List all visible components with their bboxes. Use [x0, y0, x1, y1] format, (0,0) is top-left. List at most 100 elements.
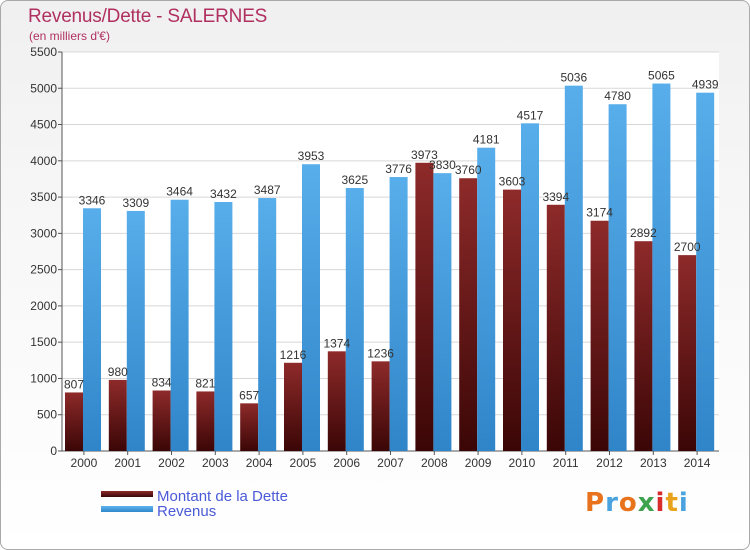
x-tick-label: 2010 — [509, 456, 536, 470]
y-tick-label: 1500 — [30, 335, 57, 349]
y-tick-label: 5500 — [30, 45, 57, 59]
data-label-debt: 3760 — [455, 163, 482, 177]
data-label-revenue: 5065 — [648, 69, 675, 83]
data-label-revenue: 3776 — [385, 162, 412, 176]
y-tick-label: 4000 — [30, 154, 57, 168]
data-label-debt: 834 — [152, 375, 172, 389]
bar-revenue — [214, 202, 233, 451]
data-label-revenue: 3625 — [341, 173, 368, 187]
data-label-revenue: 3432 — [210, 187, 237, 201]
data-label-debt: 1216 — [280, 348, 307, 362]
data-label-debt: 980 — [108, 365, 128, 379]
chart-title: Revenus/Dette - SALERNES — [28, 6, 268, 27]
data-label-debt: 3603 — [499, 175, 526, 189]
logo-letter: o — [618, 488, 638, 518]
y-tick-label: 1000 — [30, 371, 57, 385]
data-label-debt: 2700 — [674, 240, 701, 254]
bar-revenue — [258, 198, 277, 451]
legend-label-debt: Montant de la Dette — [157, 488, 288, 505]
data-label-debt: 657 — [239, 388, 259, 402]
data-label-revenue: 3953 — [298, 149, 325, 163]
logo-letter: r — [605, 488, 619, 518]
data-label-debt: 3973 — [411, 148, 438, 162]
bar-revenue — [433, 173, 452, 451]
bar-debt — [590, 220, 609, 451]
x-tick-label: 2009 — [465, 456, 492, 470]
bar-revenue — [608, 104, 627, 451]
data-label-revenue: 3464 — [166, 185, 193, 199]
y-tick-label: 3000 — [30, 226, 57, 240]
y-tick-label: 4500 — [30, 118, 57, 132]
bar-revenue — [652, 83, 671, 451]
data-label-revenue: 4181 — [473, 133, 500, 147]
data-label-debt: 3174 — [586, 206, 613, 220]
y-tick-label: 2000 — [30, 299, 57, 313]
data-label-debt: 2892 — [630, 226, 657, 240]
data-label-debt: 1236 — [367, 346, 394, 360]
bar-revenue — [521, 123, 539, 451]
bar-revenue — [477, 147, 496, 452]
bar-revenue — [126, 210, 145, 451]
legend-label-revenue: Revenus — [157, 503, 217, 520]
bar-debt — [108, 379, 127, 451]
data-label-debt: 3394 — [542, 190, 569, 204]
data-label-revenue: 4939 — [692, 78, 719, 92]
data-label-revenue: 4517 — [517, 108, 544, 122]
bar-debt — [546, 204, 565, 451]
logo-letter: P — [585, 488, 606, 518]
bar-debt — [503, 189, 521, 452]
bar-revenue — [302, 164, 320, 451]
bar-debt — [152, 390, 171, 451]
bar-debt — [634, 241, 653, 451]
y-tick-label: 2500 — [30, 263, 57, 277]
chart-subtitle: (en milliers d'€) — [29, 29, 110, 43]
bar-debt — [196, 391, 215, 451]
bar-debt — [240, 403, 259, 451]
x-tick-label: 2002 — [158, 456, 185, 470]
x-tick-label: 2008 — [421, 456, 448, 470]
logo-letter: x — [637, 488, 656, 518]
logo-letter: t — [665, 488, 679, 518]
bar-debt — [327, 351, 346, 451]
bar-revenue — [564, 85, 583, 451]
bar-revenue — [345, 188, 364, 452]
data-label-revenue: 5036 — [560, 71, 587, 85]
x-tick-label: 2000 — [71, 456, 98, 470]
bar-revenue — [170, 199, 189, 451]
x-tick-label: 2013 — [640, 456, 667, 470]
logo-letter: i — [678, 488, 689, 518]
data-label-revenue: 3830 — [429, 158, 456, 172]
legend-swatch-revenue — [101, 506, 153, 512]
bar-debt — [678, 255, 697, 451]
x-tick-label: 2005 — [290, 456, 317, 470]
bar-debt — [65, 392, 83, 451]
bar-revenue — [696, 92, 715, 451]
y-tick-label: 3500 — [30, 190, 57, 204]
data-label-revenue: 3309 — [122, 196, 149, 210]
logo-letter: i — [655, 488, 666, 518]
data-label-revenue: 3487 — [254, 183, 281, 197]
x-tick-label: 2004 — [246, 456, 273, 470]
x-tick-label: 2007 — [377, 456, 404, 470]
x-tick-label: 2014 — [684, 456, 711, 470]
y-tick-label: 5000 — [30, 81, 57, 95]
data-label-revenue: 4780 — [604, 89, 631, 103]
proxiti-logo: Proxiti — [585, 488, 689, 518]
data-label-debt: 807 — [64, 377, 84, 391]
bar-debt — [284, 362, 302, 451]
bar-revenue — [389, 177, 408, 451]
data-label-revenue: 3346 — [79, 193, 106, 207]
x-tick-label: 2011 — [553, 456, 579, 470]
y-tick-label: 500 — [37, 408, 57, 422]
data-label-debt: 821 — [195, 376, 215, 390]
bar-revenue — [83, 208, 101, 451]
bar-debt — [459, 178, 478, 451]
bar-debt — [371, 361, 390, 451]
data-label-debt: 1374 — [323, 336, 350, 350]
y-tick-label: 0 — [50, 444, 57, 458]
x-tick-label: 2001 — [114, 456, 141, 470]
legend-swatch-debt — [101, 491, 153, 497]
x-tick-label: 2012 — [596, 456, 623, 470]
